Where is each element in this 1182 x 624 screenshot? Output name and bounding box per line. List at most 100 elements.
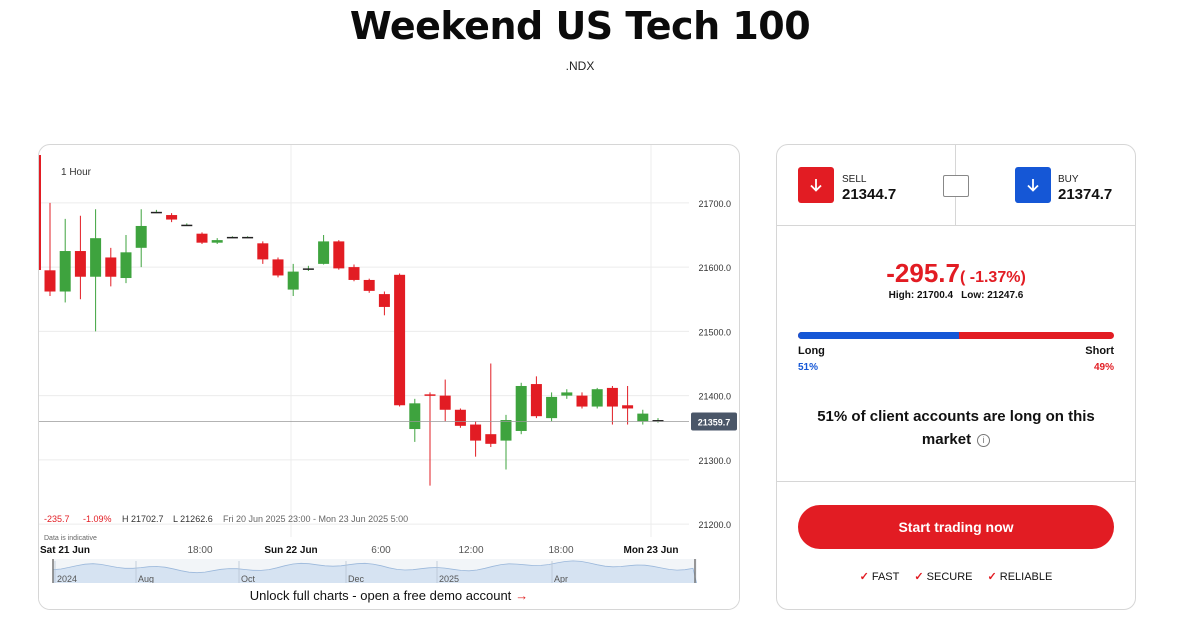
x-tick-label: 18:00 <box>187 545 212 556</box>
candle[interactable] <box>378 291 390 316</box>
statement-line1: 51% of client accounts are long on this <box>817 408 1095 425</box>
daily-change: -295.7( -1.37%) <box>777 258 1135 289</box>
candle[interactable] <box>272 257 284 278</box>
candle[interactable] <box>470 421 482 457</box>
candle-body <box>318 241 330 264</box>
candle-body <box>409 403 421 430</box>
low-value: Low: 21247.6 <box>961 290 1024 301</box>
candle-body <box>606 387 618 407</box>
candle[interactable] <box>287 263 299 297</box>
y-tick-label: 21500.0 <box>698 327 731 337</box>
buy-button[interactable] <box>1015 167 1051 203</box>
candle[interactable] <box>181 223 193 227</box>
candle[interactable] <box>363 278 375 293</box>
candle[interactable] <box>576 392 588 409</box>
candle-body <box>166 215 178 220</box>
ticker-symbol: .NDX <box>565 59 595 73</box>
y-tick-label: 21400.0 <box>698 392 731 402</box>
candle-body <box>424 394 436 396</box>
candle[interactable] <box>59 218 71 303</box>
candle[interactable] <box>211 238 223 244</box>
candle-body <box>363 279 375 291</box>
candle[interactable] <box>120 234 132 284</box>
candle-body <box>394 274 406 406</box>
candle[interactable] <box>485 363 497 448</box>
candle[interactable] <box>424 392 436 486</box>
candle[interactable] <box>302 265 314 271</box>
candle-body <box>485 434 497 444</box>
candle[interactable] <box>318 234 330 265</box>
navigator-series <box>52 560 698 585</box>
candle-body <box>150 211 162 214</box>
candle[interactable] <box>454 408 466 428</box>
candle[interactable] <box>90 209 102 332</box>
feature-reliable: ✓ RELIABLE <box>987 571 1053 583</box>
candle[interactable] <box>515 382 527 435</box>
candle[interactable] <box>166 213 178 223</box>
candle[interactable] <box>530 376 542 419</box>
current-price-tag <box>691 412 737 431</box>
candle-body <box>242 236 254 239</box>
sell-label: SELL <box>842 174 867 185</box>
y-tick-label: 21300.0 <box>698 456 731 466</box>
candle[interactable] <box>622 385 634 425</box>
long-label: Long <box>798 345 825 357</box>
sentiment-long-fill <box>798 332 960 339</box>
candle[interactable] <box>561 389 573 399</box>
candle[interactable] <box>333 240 345 270</box>
quantity-box[interactable] <box>943 175 969 197</box>
candle[interactable] <box>394 273 406 407</box>
candle[interactable] <box>242 236 254 239</box>
candlestick-chart[interactable]: 21700.0 21600.0 21500.0 21400.0 21300.0 21200… <box>39 145 739 585</box>
y-tick-label: 21600.0 <box>698 263 731 273</box>
arrow-right-icon: → <box>515 588 529 603</box>
candle[interactable] <box>409 398 421 442</box>
y-tick-label: 21200.0 <box>698 520 731 530</box>
candle[interactable] <box>105 247 117 287</box>
candle[interactable] <box>150 209 162 214</box>
client-sentiment-statement: 51% of client accounts are long on this … <box>807 405 1105 451</box>
candle-body <box>120 252 132 279</box>
navigator-label: Oct <box>241 574 256 584</box>
candle-body <box>530 384 542 417</box>
candle[interactable] <box>637 409 649 425</box>
candle[interactable] <box>591 387 603 409</box>
long-percent: 51% <box>798 362 819 373</box>
candle[interactable] <box>348 264 360 282</box>
candle-body <box>378 294 390 307</box>
short-percent: 49% <box>1093 362 1114 373</box>
candle-body <box>211 240 223 243</box>
candle[interactable] <box>546 392 558 422</box>
candle-body <box>272 259 284 276</box>
timeframe-label: 1 Hour <box>61 167 92 178</box>
candle[interactable] <box>196 232 208 244</box>
check-icon: ✓ <box>987 571 997 583</box>
navigator-label: 2025 <box>439 574 459 584</box>
candle[interactable] <box>500 414 512 470</box>
candle[interactable] <box>606 385 618 425</box>
info-icon[interactable]: i <box>977 434 991 447</box>
candle-body <box>257 243 269 260</box>
unlock-text: Unlock full charts - open a free demo ac… <box>249 588 512 603</box>
navigator-label: Aug <box>138 574 154 584</box>
candle-body <box>74 251 86 277</box>
short-label: Short <box>1085 345 1114 357</box>
candle-body <box>348 267 360 280</box>
sell-button[interactable] <box>798 167 834 203</box>
unlock-charts-link[interactable]: Unlock full charts - open a free demo ac… <box>39 583 739 609</box>
check-icon: ✓ <box>914 571 924 583</box>
candle[interactable] <box>135 209 147 268</box>
candle-body <box>333 241 345 269</box>
indicative-note: Data is indicative <box>44 535 97 542</box>
x-tick-label: Sun 22 Jun <box>264 545 317 556</box>
candle-body <box>652 420 664 422</box>
candle[interactable] <box>257 241 269 264</box>
candle[interactable] <box>652 418 664 423</box>
high-value: High: 21700.4 <box>888 290 954 301</box>
candle[interactable] <box>226 236 238 239</box>
start-trading-button[interactable]: Start trading now <box>798 505 1114 549</box>
candle[interactable] <box>44 202 56 297</box>
candle[interactable] <box>74 215 86 300</box>
candle[interactable] <box>439 379 451 422</box>
change-percent: ( -1.37%) <box>959 269 1026 286</box>
